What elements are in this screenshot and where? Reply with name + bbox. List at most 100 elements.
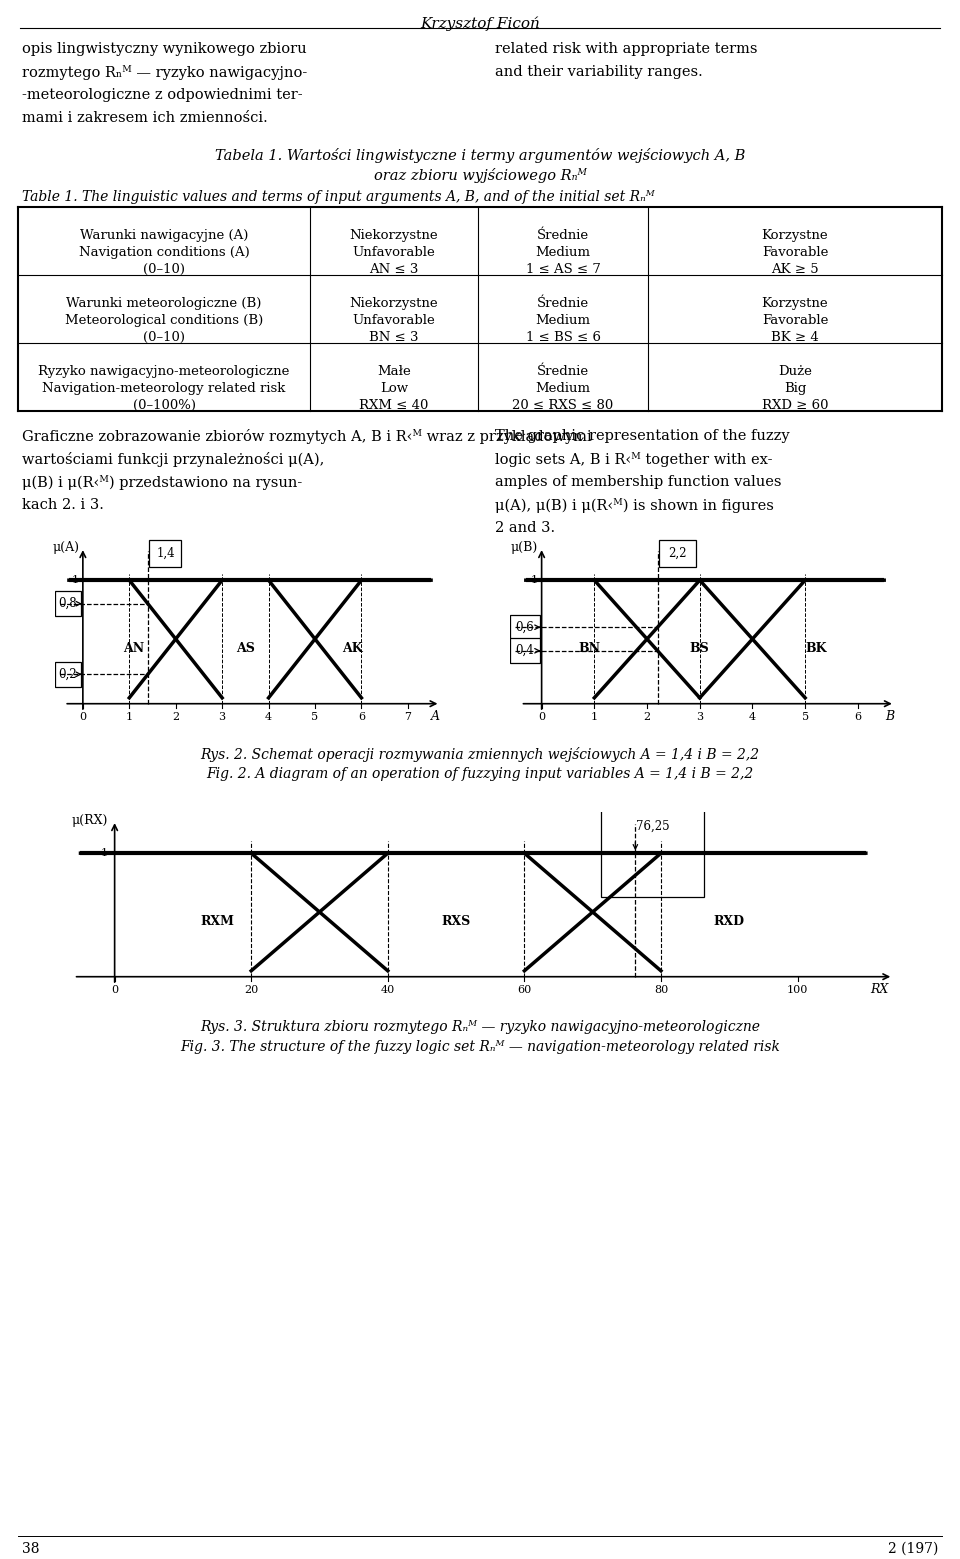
Text: Tabela 1. Wartości lingwistyczne i termy argumentów wejściowych A, B: Tabela 1. Wartości lingwistyczne i termy… [215,148,745,164]
Text: 1: 1 [530,575,538,585]
Text: rozmytego Rₙᴹ — ryzyko nawigacyjno-: rozmytego Rₙᴹ — ryzyko nawigacyjno- [22,65,307,80]
Text: BS: BS [690,642,709,655]
Text: Warunki nawigacyjne (A): Warunki nawigacyjne (A) [80,229,249,242]
Text: 0: 0 [111,985,118,995]
Text: Favorable: Favorable [762,246,828,259]
Text: 2,2: 2,2 [668,547,686,560]
Text: μ(A), μ(B) i μ(R‹ᴹ) is shown in figures: μ(A), μ(B) i μ(R‹ᴹ) is shown in figures [495,497,774,513]
FancyBboxPatch shape [601,756,704,896]
Text: RXD ≥ 60: RXD ≥ 60 [761,399,828,412]
Text: Big: Big [783,382,806,394]
Text: 20 ≤ RXS ≤ 80: 20 ≤ RXS ≤ 80 [513,399,613,412]
Text: Średnie: Średnie [537,229,589,242]
Text: Korzystne: Korzystne [761,229,828,242]
Text: Średnie: Średnie [537,365,589,377]
Text: 6: 6 [854,712,861,722]
Text: mami i zakresem ich zmienności.: mami i zakresem ich zmienności. [22,111,268,125]
Text: Ryzyko nawigacyjno-meteorologiczne: Ryzyko nawigacyjno-meteorologiczne [38,365,290,377]
Text: 3: 3 [696,712,704,722]
Text: Fig. 3. The structure of the fuzzy logic set Rₙᴹ — navigation-meteorology relate: Fig. 3. The structure of the fuzzy logic… [180,1040,780,1054]
Text: (0–10): (0–10) [143,331,185,345]
Text: Low: Low [380,382,408,394]
Text: 2: 2 [643,712,651,722]
Text: μ(RX): μ(RX) [71,814,108,826]
Text: Warunki meteorologiczne (B): Warunki meteorologiczne (B) [66,298,262,310]
Text: BK: BK [804,642,827,655]
Text: Graficzne zobrazowanie zbiorów rozmytych A, B i R‹ᴹ wraz z przykładowymi: Graficzne zobrazowanie zbiorów rozmytych… [22,429,591,444]
Text: Medium: Medium [536,313,590,327]
Text: Unfavorable: Unfavorable [352,313,436,327]
Text: Unfavorable: Unfavorable [352,246,436,259]
Text: 0,4: 0,4 [516,644,534,658]
Text: Medium: Medium [536,246,590,259]
Text: AK: AK [342,642,363,655]
Text: BK ≥ 4: BK ≥ 4 [771,331,819,345]
Text: Rys. 2. Schemat operacji rozmywania zmiennych wejściowych A = 1,4 i B = 2,2: Rys. 2. Schemat operacji rozmywania zmie… [201,747,759,762]
Text: RXS: RXS [442,915,470,928]
Text: logic sets A, B i R‹ᴹ together with ex-: logic sets A, B i R‹ᴹ together with ex- [495,452,773,468]
Text: oraz zbioru wyjściowego Rₙᴹ: oraz zbioru wyjściowego Rₙᴹ [373,168,587,182]
Text: 1,4: 1,4 [156,547,175,560]
Text: 2 (197): 2 (197) [888,1542,938,1556]
Text: 1: 1 [101,848,108,857]
Text: RXM: RXM [200,915,234,928]
Text: 38: 38 [22,1542,39,1556]
Text: AK ≥ 5: AK ≥ 5 [771,263,819,276]
Text: RXM ≤ 40: RXM ≤ 40 [359,399,429,412]
Text: 5: 5 [311,712,319,722]
Text: related risk with appropriate terms: related risk with appropriate terms [495,42,757,56]
Text: Krzysztof Ficoń: Krzysztof Ficoń [420,16,540,31]
Text: Średnie: Średnie [537,298,589,310]
Text: The graphic representation of the fuzzy: The graphic representation of the fuzzy [495,429,790,443]
Text: Navigation-meteorology related risk: Navigation-meteorology related risk [42,382,286,394]
Text: 100: 100 [787,985,808,995]
Text: 1: 1 [590,712,598,722]
Text: 0: 0 [538,712,545,722]
Text: BN: BN [578,642,600,655]
FancyBboxPatch shape [510,614,540,639]
FancyBboxPatch shape [55,663,81,686]
Text: 4: 4 [749,712,756,722]
Text: μ(A): μ(A) [52,541,79,553]
Text: 76,25: 76,25 [636,820,669,833]
FancyBboxPatch shape [510,639,540,663]
Text: 5: 5 [802,712,808,722]
Text: 1: 1 [126,712,132,722]
Text: 20: 20 [244,985,258,995]
Text: 1 ≤ BS ≤ 6: 1 ≤ BS ≤ 6 [525,331,601,345]
Text: μ(B): μ(B) [510,541,538,553]
Text: μ(B) i μ(R‹ᴹ) przedstawiono na rysun-: μ(B) i μ(R‹ᴹ) przedstawiono na rysun- [22,475,302,490]
Text: Navigation conditions (A): Navigation conditions (A) [79,246,250,259]
Text: and their variability ranges.: and their variability ranges. [495,65,703,80]
Text: 4: 4 [265,712,272,722]
Text: 0: 0 [80,712,86,722]
Text: RX: RX [871,982,889,996]
Text: 0,2: 0,2 [59,667,78,681]
Text: 6: 6 [358,712,365,722]
Text: wartościami funkcji przynależności μ(A),: wartościami funkcji przynależności μ(A), [22,452,324,468]
Text: 2 and 3.: 2 and 3. [495,521,555,535]
Text: 1: 1 [72,575,79,585]
Text: Meteorological conditions (B): Meteorological conditions (B) [65,313,263,327]
Text: Korzystne: Korzystne [761,298,828,310]
Text: 80: 80 [654,985,668,995]
Text: 2: 2 [172,712,180,722]
Text: opis lingwistyczny wynikowego zbioru: opis lingwistyczny wynikowego zbioru [22,42,306,56]
Text: BN ≤ 3: BN ≤ 3 [370,331,419,345]
Text: 7: 7 [404,712,411,722]
Text: 40: 40 [381,985,395,995]
Text: AS: AS [236,642,254,655]
Text: (0–10): (0–10) [143,263,185,276]
Text: 0,6: 0,6 [516,620,534,635]
Text: Medium: Medium [536,382,590,394]
Text: amples of membership function values: amples of membership function values [495,475,781,490]
Text: -meteorologiczne z odpowiednimi ter-: -meteorologiczne z odpowiednimi ter- [22,87,302,101]
Text: Małe: Małe [377,365,411,377]
Text: Duże: Duże [778,365,812,377]
Text: Niekorzystne: Niekorzystne [349,229,439,242]
Text: RXD: RXD [714,915,745,928]
Text: 3: 3 [219,712,226,722]
Text: (0–100%): (0–100%) [132,399,196,412]
Text: B: B [885,709,894,722]
Text: Rys. 3. Struktura zbioru rozmytego Rₙᴹ — ryzyko nawigacyjno-meteorologiczne: Rys. 3. Struktura zbioru rozmytego Rₙᴹ —… [200,1020,760,1034]
